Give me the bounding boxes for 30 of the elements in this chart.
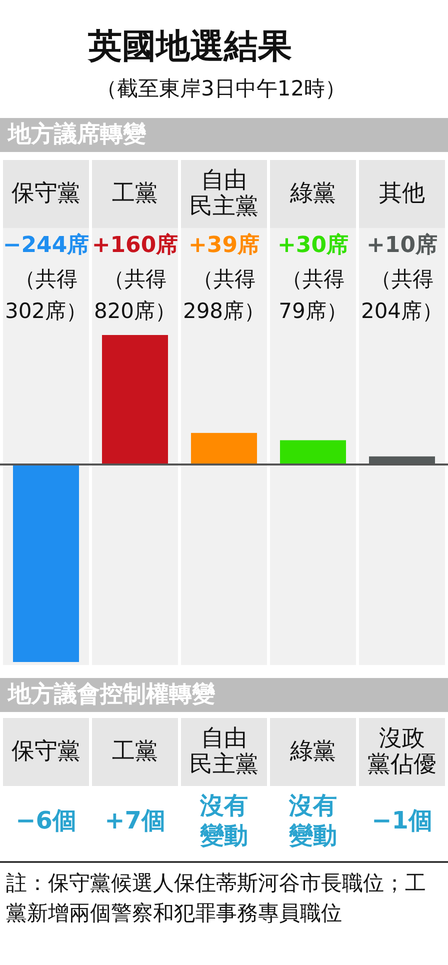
x-tick-label: 綠黨 bbox=[289, 180, 336, 206]
category-label: 自由民主黨 bbox=[190, 725, 258, 778]
category-label: 工黨 bbox=[112, 738, 158, 764]
text: （共得79席） bbox=[278, 267, 348, 323]
data-label: +10席 bbox=[366, 232, 438, 258]
text: 沒有變動 bbox=[200, 792, 248, 850]
chart-title: 地方議席轉變 bbox=[7, 120, 147, 148]
text: （截至東岸3日中午12時） bbox=[96, 76, 346, 101]
data-label: +30席 bbox=[277, 232, 349, 258]
text: 註：保守黨候選人保住蒂斯河谷市長職位；工黨新增兩個警察和犯罪事務專員職位 bbox=[6, 870, 427, 927]
category-label: 保守黨 bbox=[12, 738, 80, 764]
data-label: +39席 bbox=[188, 232, 260, 258]
text: （共得820席） bbox=[94, 267, 176, 323]
text: （共得302席） bbox=[4, 267, 88, 323]
category-label: 綠黨 bbox=[289, 738, 336, 764]
text: −6個 bbox=[16, 806, 76, 835]
text: −1個 bbox=[372, 806, 432, 835]
text: 沒有變動 bbox=[289, 792, 337, 850]
x-tick-label: 工黨 bbox=[112, 180, 158, 206]
x-tick-label: 保守黨 bbox=[12, 180, 80, 206]
x-tick-label: 其他 bbox=[379, 180, 425, 206]
category-label: 沒政黨佔優 bbox=[368, 725, 436, 778]
text: 英國地選結果 bbox=[87, 26, 292, 66]
text: （共得204席） bbox=[360, 267, 444, 323]
text: （共得298席） bbox=[182, 267, 266, 323]
data-label: +160席 bbox=[92, 232, 178, 258]
text: +7個 bbox=[104, 806, 166, 835]
text: 地方議會控制權轉變 bbox=[7, 680, 216, 708]
x-tick-label: 自由民主黨 bbox=[190, 167, 258, 220]
data-label: −244席 bbox=[2, 232, 90, 258]
